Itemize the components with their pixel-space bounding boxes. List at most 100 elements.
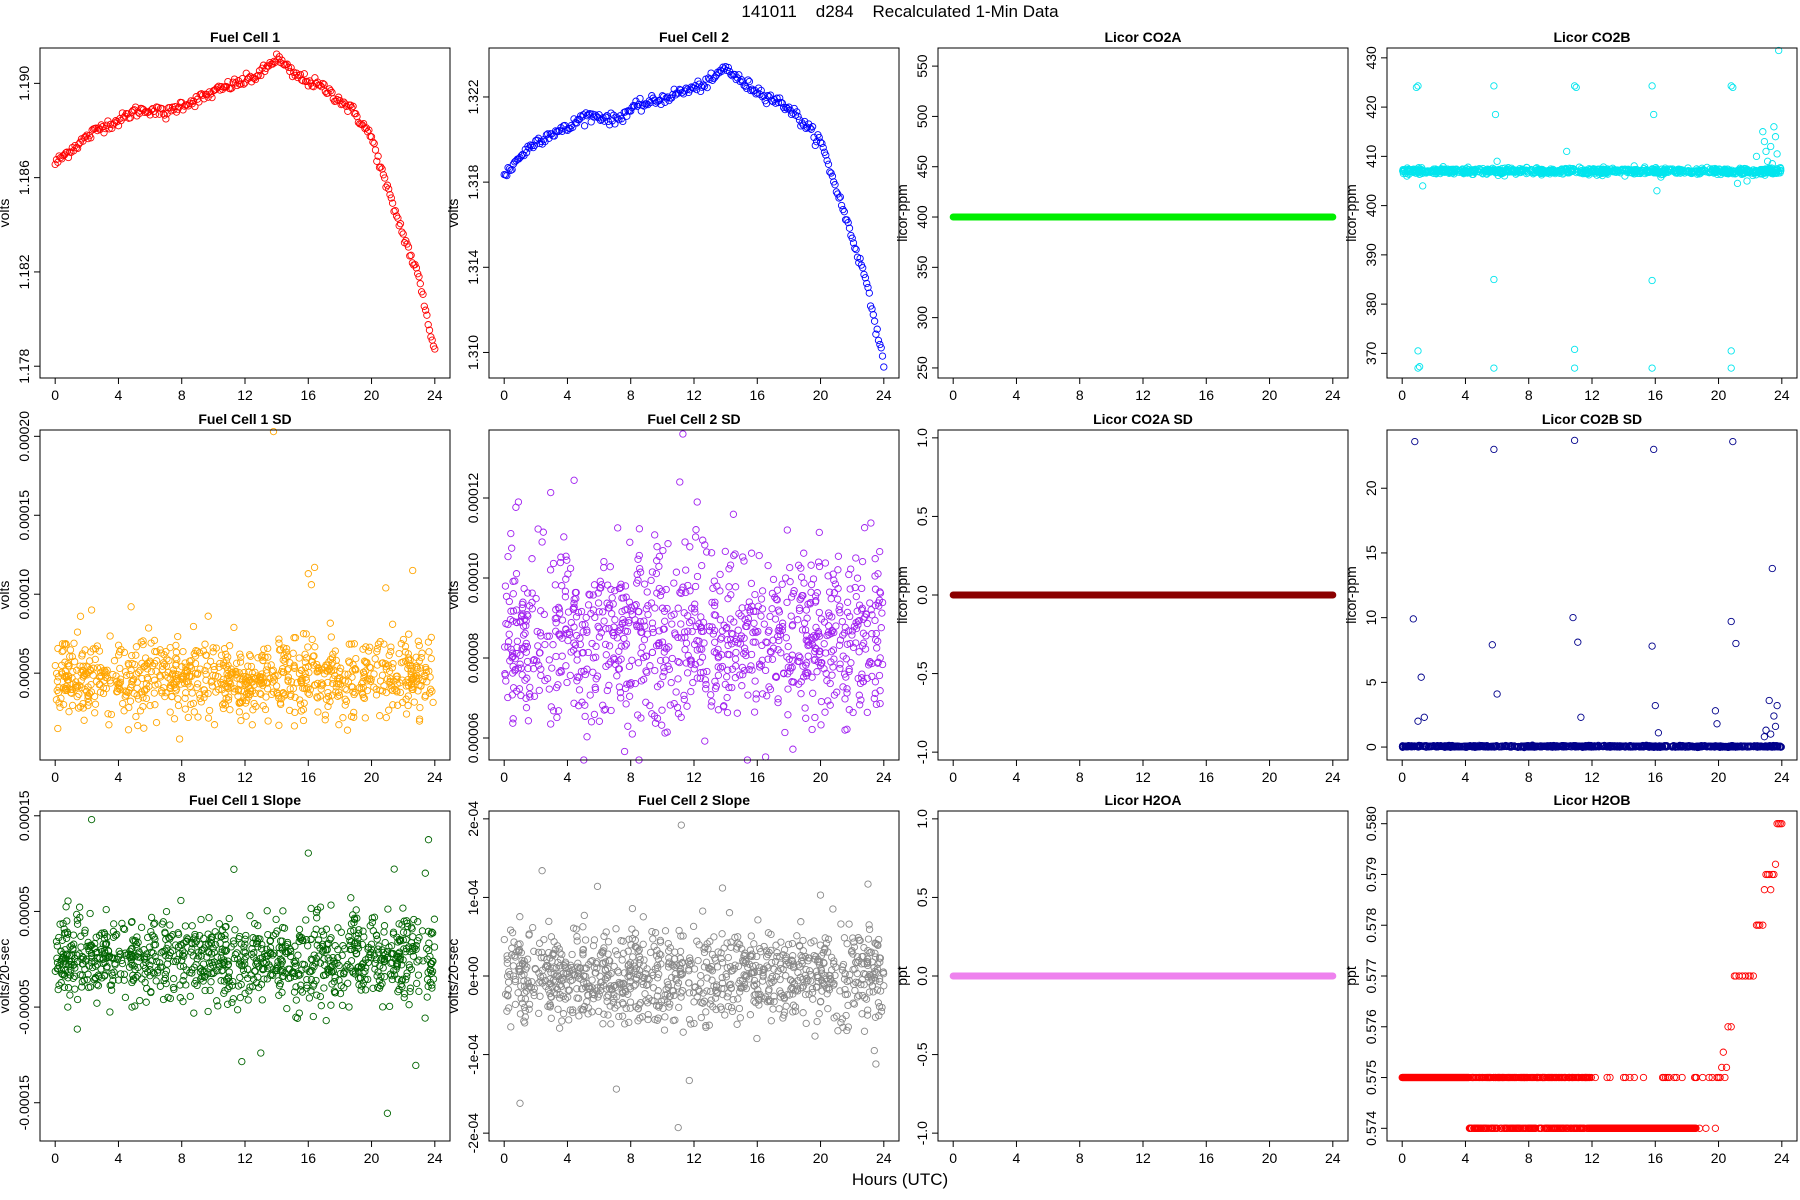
data-point — [1765, 696, 1773, 705]
data-point — [305, 662, 313, 670]
data-point — [350, 640, 358, 648]
data-point — [521, 629, 529, 637]
x-tick-label: 20 — [364, 769, 380, 785]
data-point — [651, 666, 659, 675]
x-tick-label: 0 — [500, 387, 508, 403]
plot-frame — [39, 47, 451, 379]
data-point — [781, 574, 790, 582]
data-point — [726, 561, 735, 569]
y-tick-label: 1.182 — [16, 254, 32, 289]
data-point — [504, 638, 513, 646]
data-point — [556, 632, 564, 640]
data-point — [800, 579, 808, 587]
data-point — [200, 694, 208, 702]
data-point — [583, 626, 591, 634]
data-point — [584, 601, 593, 609]
data-point — [841, 695, 849, 703]
x-tick-label: 4 — [1013, 387, 1021, 403]
data-point — [640, 675, 648, 684]
data-point — [181, 694, 189, 702]
x-tick-label: 24 — [427, 769, 443, 785]
panel-title: Licor CO2B — [1553, 29, 1630, 45]
data-point — [91, 709, 99, 717]
data-points — [51, 815, 439, 1117]
data-point — [1544, 168, 1552, 176]
data-point — [699, 81, 707, 89]
data-point — [305, 690, 313, 698]
data-point — [78, 666, 87, 675]
data-point — [648, 568, 657, 576]
x-tick-label: 16 — [300, 387, 316, 403]
data-point — [732, 648, 740, 657]
data-point — [801, 704, 809, 712]
data-point — [520, 584, 528, 593]
data-point — [758, 587, 767, 595]
data-point — [529, 656, 537, 665]
data-point — [528, 555, 536, 563]
data-point — [736, 77, 744, 86]
data-point — [673, 703, 682, 712]
data-point — [272, 682, 281, 690]
data-point — [788, 656, 797, 664]
data-point — [85, 698, 93, 706]
data-point — [689, 678, 697, 687]
data-point — [636, 94, 644, 103]
data-point — [1403, 172, 1411, 180]
data-point — [723, 693, 731, 702]
x-tick-label: 16 — [749, 387, 765, 403]
data-point — [172, 687, 180, 695]
data-point — [285, 706, 294, 715]
data-point — [716, 664, 725, 672]
data-point — [415, 657, 424, 665]
data-point — [295, 654, 303, 662]
data-point — [824, 160, 833, 168]
data-point — [210, 721, 219, 729]
data-point — [152, 718, 161, 727]
data-point — [801, 626, 810, 634]
data-point — [291, 634, 300, 642]
data-point — [698, 561, 706, 570]
data-point — [812, 623, 820, 632]
data-point — [405, 678, 414, 687]
data-point — [723, 673, 731, 681]
data-point — [1685, 168, 1694, 176]
data-point — [415, 717, 424, 725]
y-axis-label: licor-ppm — [1343, 566, 1359, 624]
data-point — [743, 84, 751, 93]
data-point — [758, 690, 767, 698]
data-point — [837, 201, 846, 210]
data-point — [217, 651, 226, 659]
data-point — [328, 659, 337, 667]
data-point — [526, 683, 534, 692]
data-point — [310, 563, 319, 572]
data-point — [800, 619, 809, 627]
data-point — [687, 687, 695, 696]
data-point — [716, 616, 725, 624]
data-point — [721, 547, 729, 556]
data-point — [622, 700, 630, 708]
data-point — [223, 670, 231, 678]
data-point — [66, 646, 75, 654]
data-point — [658, 706, 666, 714]
data-point — [763, 692, 771, 700]
data-point — [96, 680, 104, 688]
data-point — [1500, 172, 1509, 180]
data-point — [150, 689, 158, 697]
data-point — [301, 663, 310, 672]
data-point — [1625, 166, 1633, 174]
data-point — [336, 667, 344, 676]
data-point — [750, 708, 759, 716]
data-point — [635, 551, 643, 560]
data-point — [391, 206, 399, 215]
data-point — [349, 102, 357, 110]
data-point — [1541, 167, 1549, 175]
data-point — [690, 665, 698, 673]
data-point — [1572, 83, 1580, 92]
data-point — [662, 585, 670, 594]
data-point — [232, 667, 240, 675]
data-point — [62, 641, 70, 649]
y-tick-label: 350 — [914, 255, 930, 279]
data-point — [518, 604, 527, 612]
data-point — [1414, 82, 1422, 90]
